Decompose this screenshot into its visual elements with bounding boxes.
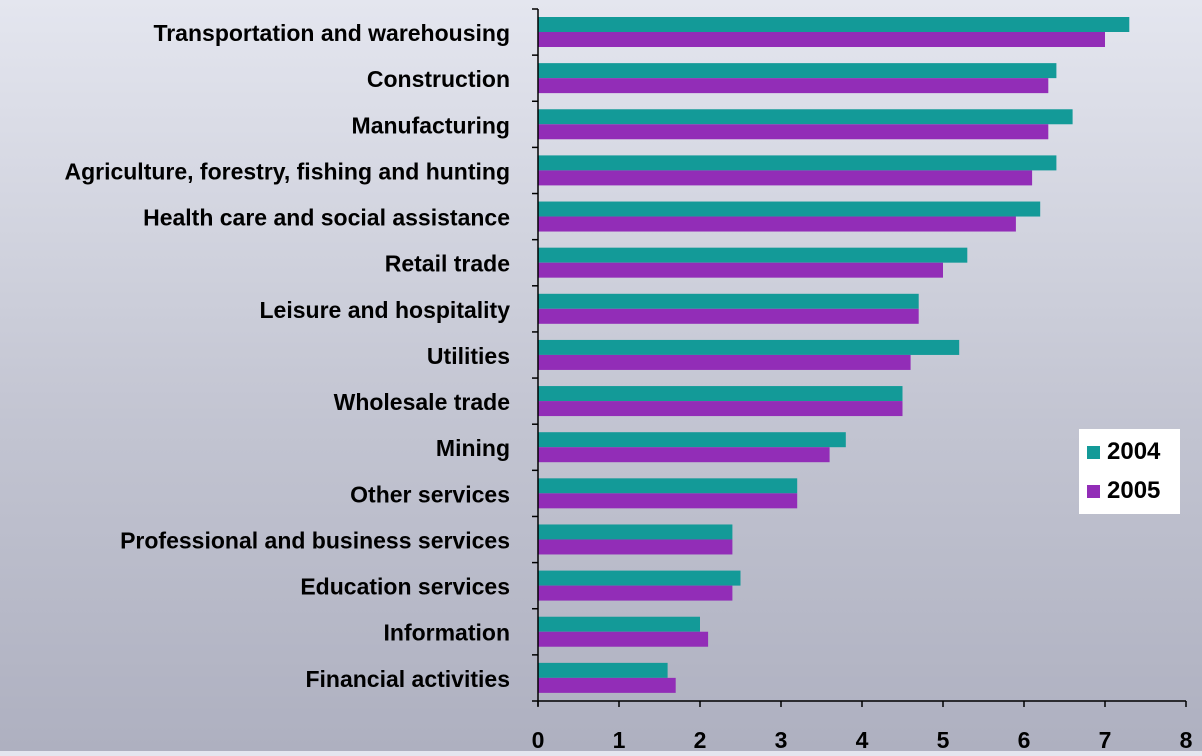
bar-2004-3 xyxy=(538,109,1073,125)
bar-2005-6 xyxy=(538,262,943,278)
legend-label-2004: 2004 xyxy=(1107,438,1161,465)
category-label: Financial activities xyxy=(305,666,510,692)
legend-label-2005: 2005 xyxy=(1107,477,1161,504)
x-tick-label: 3 xyxy=(775,727,788,751)
bar-2004-9 xyxy=(538,386,903,402)
bar-2005-3 xyxy=(538,124,1049,140)
x-tick-label: 2 xyxy=(694,727,707,751)
category-label: Construction xyxy=(367,66,510,92)
bar-2005-5 xyxy=(538,216,1016,232)
bar-2004-10 xyxy=(538,432,846,448)
bar-2005-12 xyxy=(538,539,733,555)
bar-2004-12 xyxy=(538,524,733,540)
bar-2004-15 xyxy=(538,662,668,678)
x-tick-label: 8 xyxy=(1180,727,1193,751)
x-tick-label: 0 xyxy=(532,727,545,751)
bar-2005-10 xyxy=(538,447,830,463)
bar-2005-9 xyxy=(538,401,903,417)
bar-2004-6 xyxy=(538,247,968,263)
bar-2004-14 xyxy=(538,616,700,632)
category-label: Utilities xyxy=(427,343,510,369)
category-label: Education services xyxy=(300,574,510,600)
category-label: Wholesale trade xyxy=(334,389,510,415)
x-tick-label: 7 xyxy=(1099,727,1112,751)
bar-2004-5 xyxy=(538,201,1041,217)
bar-2005-4 xyxy=(538,170,1033,186)
bar-2004-2 xyxy=(538,63,1057,79)
bar-2005-13 xyxy=(538,585,733,601)
category-label: Transportation and warehousing xyxy=(153,20,510,46)
legend-item-2004: 2004 xyxy=(1087,438,1161,465)
x-tick-label: 4 xyxy=(856,727,869,751)
bar-2005-2 xyxy=(538,78,1049,94)
legend-item-2005: 2005 xyxy=(1087,477,1161,504)
bar-2005-15 xyxy=(538,677,676,693)
bar-2004-11 xyxy=(538,478,798,494)
bar-2004-1 xyxy=(538,17,1130,32)
category-label: Other services xyxy=(350,481,510,507)
bar-2005-1 xyxy=(538,32,1105,47)
legend: 2004 2005 xyxy=(1079,429,1180,514)
category-label: Information xyxy=(384,620,511,646)
category-label: Mining xyxy=(436,435,510,461)
category-label: Health care and social assistance xyxy=(143,205,510,231)
bar-2004-4 xyxy=(538,155,1057,171)
category-label: Agriculture, forestry, fishing and hunti… xyxy=(64,158,510,184)
legend-swatch-2005 xyxy=(1087,484,1100,498)
legend-swatch-2004 xyxy=(1087,445,1100,459)
category-label: Retail trade xyxy=(385,251,510,277)
bar-2005-14 xyxy=(538,631,709,647)
category-label: Professional and business services xyxy=(120,527,510,553)
category-label: Manufacturing xyxy=(352,112,510,138)
x-tick-label: 5 xyxy=(937,727,950,751)
x-tick-label: 6 xyxy=(1018,727,1031,751)
bar-2005-7 xyxy=(538,308,919,324)
category-label: Leisure and hospitality xyxy=(260,297,511,323)
bar-2004-8 xyxy=(538,339,960,355)
x-tick-label: 1 xyxy=(613,727,626,751)
bar-2005-11 xyxy=(538,493,798,509)
bar-2004-7 xyxy=(538,293,919,309)
bar-2005-8 xyxy=(538,354,911,370)
bar-2004-13 xyxy=(538,570,741,586)
